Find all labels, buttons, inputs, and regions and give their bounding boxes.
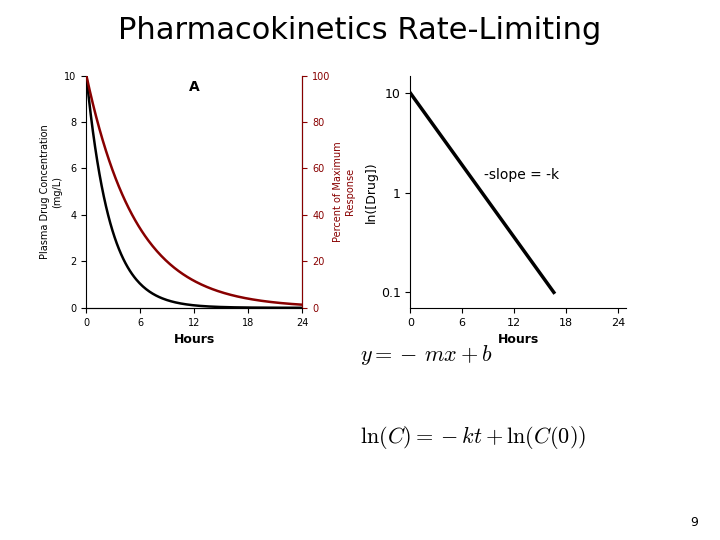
Y-axis label: Plasma Drug Concentration
(mg/L): Plasma Drug Concentration (mg/L) xyxy=(40,124,62,259)
Text: A: A xyxy=(189,80,199,94)
X-axis label: Hours: Hours xyxy=(498,333,539,346)
Text: Pharmacokinetics Rate-Limiting: Pharmacokinetics Rate-Limiting xyxy=(118,16,602,45)
Text: 9: 9 xyxy=(690,516,698,529)
Text: $y = -\,mx + b$: $y = -\,mx + b$ xyxy=(360,343,492,367)
Y-axis label: ln([Drug]): ln([Drug]) xyxy=(365,161,378,222)
X-axis label: Hours: Hours xyxy=(174,333,215,346)
Text: -slope = -k: -slope = -k xyxy=(484,168,559,182)
Text: $\ln(C) = -kt + \ln(C(0))$: $\ln(C) = -kt + \ln(C(0))$ xyxy=(360,424,586,451)
Y-axis label: Percent of Maximum
Response: Percent of Maximum Response xyxy=(333,141,355,242)
